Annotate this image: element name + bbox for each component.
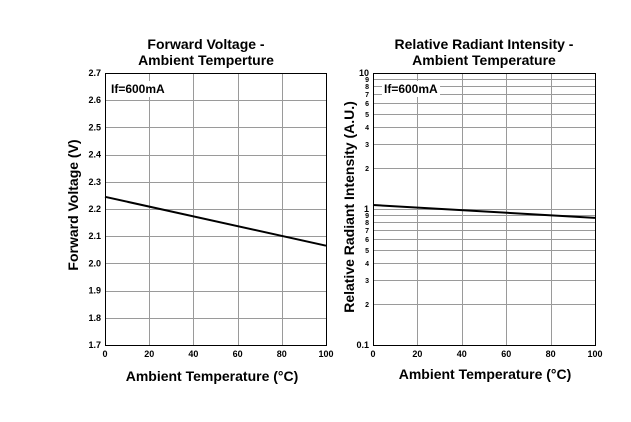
y-tick-label: 1.7 [88,340,101,350]
series-line [104,195,327,247]
y-tick-label: 8 [365,84,369,91]
x-tick-label: 0 [370,349,375,359]
y-axis-label: Relative Radiant Intensity (A.U.) [341,101,357,313]
y-axis-label: Forward Voltage (V) [65,139,81,270]
y-tick-label: 2.0 [88,258,101,268]
y-tick-label: 2.1 [88,231,101,241]
y-tick-label: 5 [365,248,369,255]
x-tick-label: 100 [318,349,333,359]
x-tick-label: 80 [546,349,556,359]
y-tick-label: 7 [365,228,369,235]
x-tick-label: 0 [102,349,107,359]
annotation-background [382,81,441,97]
plot-frame [105,73,327,346]
plot-frame [373,73,596,346]
x-tick-label: 100 [587,349,602,359]
y-tick-label: 10 [359,68,369,78]
y-tick-label: 2.3 [88,177,101,187]
series-line [372,204,596,219]
chart-2: Relative Radiant Intensity -Ambient Temp… [341,36,603,382]
y-tick-label: 1 [364,204,369,214]
y-tick-label: 2.2 [88,204,101,214]
y-tick-label: 9 [365,213,369,220]
x-tick-label: 20 [412,349,422,359]
x-tick-label: 40 [457,349,467,359]
chart-title-line: Forward Voltage - [147,36,265,52]
x-tick-label: 60 [501,349,511,359]
y-tick-label: 6 [365,237,369,244]
chart-title-line: Relative Radiant Intensity - [395,36,574,52]
y-tick-label: 1.9 [88,286,101,296]
chart-title-line: Ambient Temperature [412,52,556,68]
y-tick-label: 2.7 [88,68,101,78]
x-tick-label: 40 [188,349,198,359]
chart-1: Forward Voltage -Ambient Temperture 0 20 40… [65,36,334,384]
y-tick-label: 3 [365,142,369,149]
y-tick-label: 4 [365,261,369,268]
y-tick-label: 2 [365,166,369,173]
y-tick-label: 0.1 [356,340,369,350]
x-tick-label: 80 [277,349,287,359]
y-tick-label: 2 [365,302,369,309]
condition-annotation: If=600mA [384,82,438,96]
y-tick-label: 1.8 [88,313,101,323]
y-tick-label: 7 [365,92,369,99]
annotation-background [109,81,168,97]
y-tick-label: 9 [365,77,369,84]
x-axis-label: Ambient Temperature (°C) [399,366,572,382]
y-tick-label: 8 [365,220,369,227]
y-tick-label: 2.4 [88,150,101,160]
y-tick-label: 2.6 [88,95,101,105]
x-tick-label: 60 [233,349,243,359]
condition-annotation: If=600mA [111,82,165,96]
x-tick-label: 20 [144,349,154,359]
y-tick-label: 3 [365,278,369,285]
y-tick-label: 2.5 [88,122,101,132]
chart-title-line: Ambient Temperture [138,52,274,68]
y-tick-label: 5 [365,112,369,119]
y-tick-label: 6 [365,101,369,108]
x-axis-label: Ambient Temperature (°C) [126,368,299,384]
y-tick-label: 4 [365,125,369,132]
